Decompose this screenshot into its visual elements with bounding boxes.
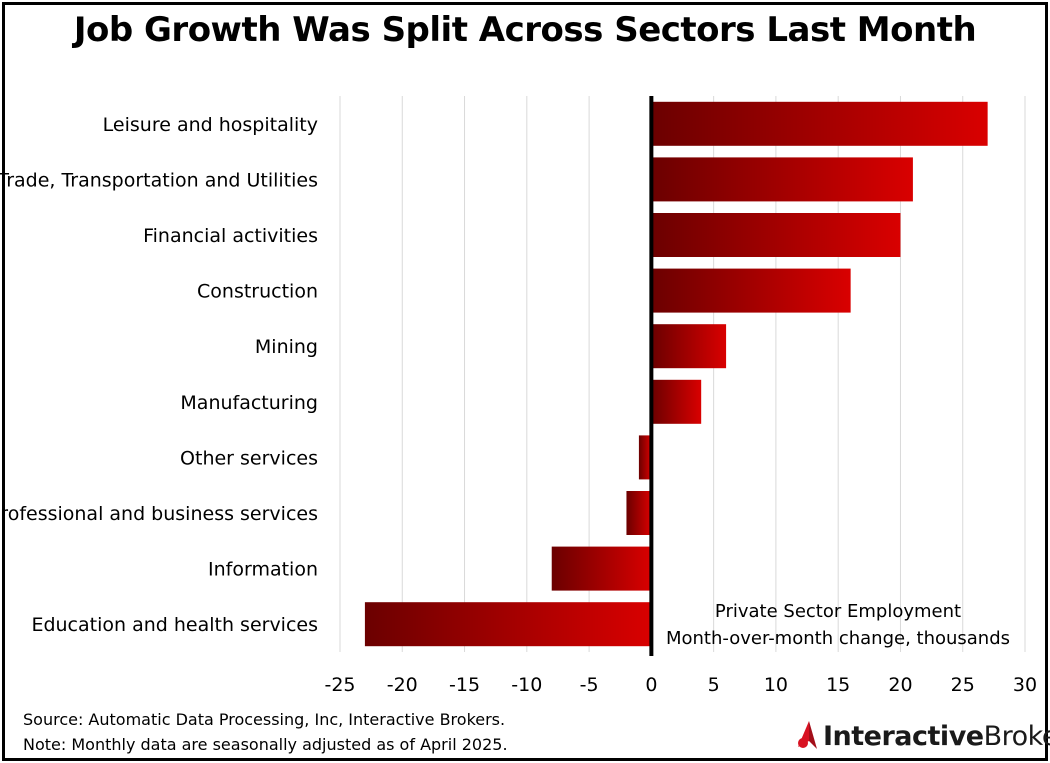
x-tick-label: -15 — [449, 674, 480, 696]
category-label: Leisure and hospitality — [103, 114, 318, 136]
data-note: Note: Monthly data are seasonally adjust… — [23, 735, 508, 754]
x-tick-label: -10 — [511, 674, 542, 696]
bar-construction — [651, 268, 851, 313]
brand-logo: Interactive Brokers — [795, 716, 1050, 756]
bar-information — [551, 546, 652, 591]
category-label: Information — [208, 559, 318, 581]
category-labels: Leisure and hospitality Trade, Transporta… — [0, 114, 318, 636]
x-tick-labels: -25 -20 -15 -10 -5 0 5 10 15 20 25 30 — [324, 674, 1037, 696]
category-label: Education and health services — [31, 614, 318, 636]
category-label: Other services — [180, 447, 318, 469]
bars — [364, 101, 988, 647]
x-tick-label: 30 — [1013, 674, 1037, 696]
x-tick-label: -5 — [580, 674, 599, 696]
category-label: Professional and business services — [0, 503, 318, 525]
bar-manufacturing — [651, 379, 702, 424]
x-tick-label: -25 — [324, 674, 355, 696]
bar-financial-activities — [651, 213, 901, 257]
source-note: Source: Automatic Data Processing, Inc, … — [23, 710, 506, 729]
bar-education-and-health-services — [364, 602, 652, 647]
x-tick-label: 10 — [764, 674, 788, 696]
x-tick-label: 5 — [708, 674, 720, 696]
category-label: Financial activities — [143, 225, 318, 247]
x-tick-label: 15 — [826, 674, 850, 696]
bar-other-services — [638, 435, 652, 480]
brand-name-part-2: Brokers — [983, 720, 1050, 752]
x-tick-label: 0 — [645, 674, 657, 696]
chart-title: Job Growth Was Split Across Sectors Last… — [73, 10, 977, 50]
chart-annotation: Private Sector Employment Month-over-mon… — [666, 601, 1010, 649]
bar-leisure-and-hospitality — [651, 101, 988, 146]
x-tick-label: 25 — [951, 674, 975, 696]
interactive-brokers-logo-icon — [798, 721, 817, 749]
category-label: Construction — [197, 281, 318, 303]
x-tick-label: -20 — [387, 674, 418, 696]
category-label: Mining — [255, 336, 318, 358]
x-tick-label: 20 — [888, 674, 912, 696]
category-label: Trade, Transportation and Utilities — [0, 169, 318, 191]
brand-name-part-1: Interactive — [823, 720, 984, 752]
annotation-line-2: Month-over-month change, thousands — [666, 628, 1010, 649]
bar-professional-and-business-services — [626, 491, 652, 535]
bar-mining — [651, 324, 727, 369]
annotation-line-1: Private Sector Employment — [715, 601, 961, 622]
bar-trade-transportation-and-utilities — [651, 157, 913, 202]
category-label: Manufacturing — [180, 392, 318, 414]
